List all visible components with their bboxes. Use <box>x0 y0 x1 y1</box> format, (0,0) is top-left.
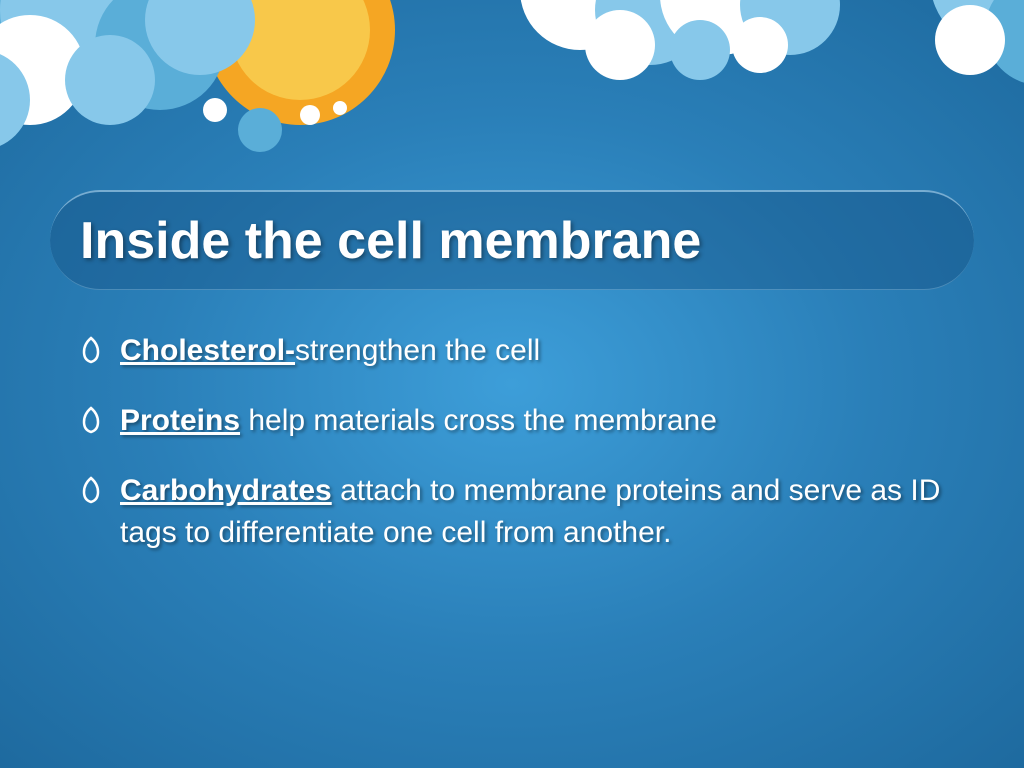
bullet-term: Proteins <box>120 404 240 437</box>
bullet-text: Cholesterol-strengthen the cell <box>120 330 960 372</box>
bullet-item: Carbohydrates attach to membrane protein… <box>80 470 960 554</box>
slide-title: Inside the cell membrane <box>80 211 701 271</box>
bullet-text: Carbohydrates attach to membrane protein… <box>120 470 960 554</box>
bullet-item: Cholesterol-strengthen the cell <box>80 330 960 372</box>
bullet-term: Carbohydrates <box>120 474 332 507</box>
leaf-bullet-icon <box>80 406 102 434</box>
content-area: Cholesterol-strengthen the cell Proteins… <box>80 330 960 582</box>
bullet-text: Proteins help materials cross the membra… <box>120 400 960 442</box>
decorative-clouds <box>0 0 1024 200</box>
title-container: Inside the cell membrane <box>50 190 974 290</box>
leaf-bullet-icon <box>80 476 102 504</box>
bullet-rest: help materials cross the membrane <box>240 404 717 437</box>
bullet-term: Cholesterol- <box>120 334 295 367</box>
bullet-rest: strengthen the cell <box>295 334 540 367</box>
leaf-bullet-icon <box>80 336 102 364</box>
bullet-item: Proteins help materials cross the membra… <box>80 400 960 442</box>
slide: Inside the cell membrane Cholesterol-str… <box>0 0 1024 768</box>
